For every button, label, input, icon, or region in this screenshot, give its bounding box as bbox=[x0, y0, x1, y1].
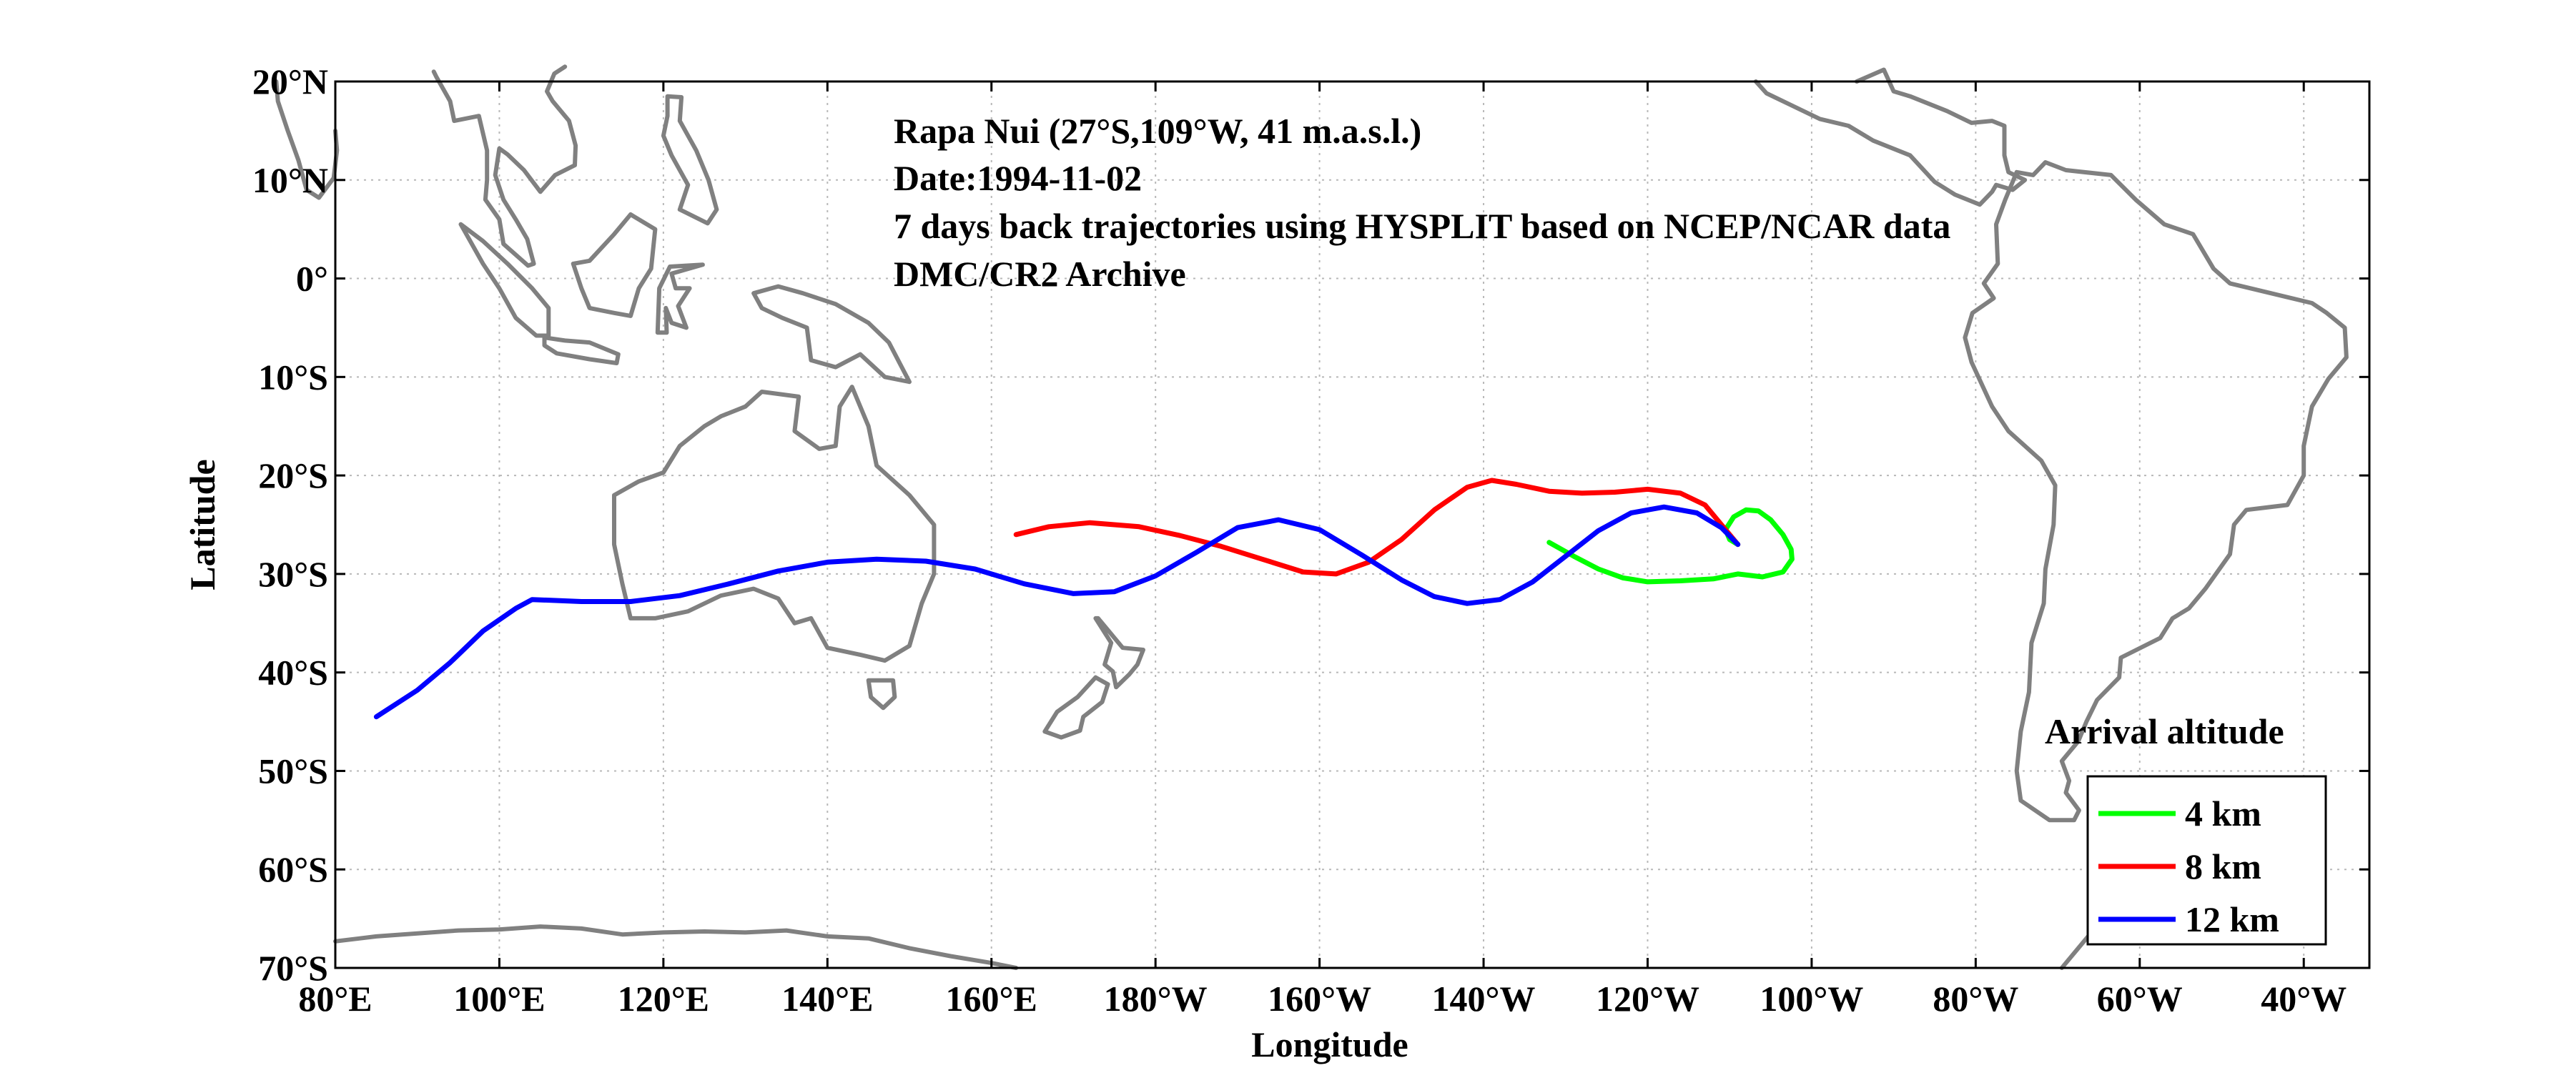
axis-ticks: 80°E 100°E 120°E 140°E 160°E 180°W 160°W 140°W 1… bbox=[252, 61, 2369, 1019]
series-line-3 bbox=[373, 504, 1741, 720]
philippines-coast bbox=[661, 94, 719, 226]
x-tick-label: 180°W bbox=[1104, 979, 1208, 1019]
y-tick-label: 40°S bbox=[258, 653, 328, 693]
x-tick-label: 40°W bbox=[2261, 979, 2346, 1019]
south-america-coast bbox=[1963, 160, 2349, 823]
new-zealand-south-coast bbox=[1042, 675, 1110, 740]
title-line-4: DMC/CR2 Archive bbox=[894, 254, 1186, 294]
title-line-1: Rapa Nui (27°S,109°W, 41 m.a.s.l.) bbox=[894, 111, 1421, 151]
y-tick-label: 70°S bbox=[258, 948, 328, 988]
series-line-2 bbox=[1013, 478, 1741, 577]
y-tick-label: 60°S bbox=[258, 849, 328, 889]
title-block: Rapa Nui (27°S,109°W, 41 m.a.s.l.) Date:… bbox=[894, 111, 1950, 294]
x-tick-label: 160°E bbox=[946, 979, 1037, 1019]
sulawesi-coast bbox=[655, 262, 705, 335]
x-tick-label: 80°E bbox=[298, 979, 372, 1019]
legend-label-2: 8 km bbox=[2185, 846, 2261, 886]
y-tick-label: 10°S bbox=[258, 357, 328, 397]
x-tick-label: 120°E bbox=[618, 979, 709, 1019]
x-tick-label: 140°E bbox=[781, 979, 873, 1019]
borneo-coast bbox=[571, 212, 658, 318]
new-zealand-north-coast bbox=[1093, 615, 1145, 690]
y-axis-label: Latitude bbox=[182, 459, 222, 590]
legend-label-1: 4 km bbox=[2185, 793, 2261, 834]
y-tick-label: 20°N bbox=[252, 61, 328, 102]
new-guinea-coast bbox=[751, 284, 912, 385]
y-tick-label: 50°S bbox=[258, 751, 328, 791]
plot-frame bbox=[334, 80, 2371, 969]
x-tick-label: 100°W bbox=[1760, 979, 1863, 1019]
antarctica-coast bbox=[333, 924, 1019, 970]
title-line-3: 7 days back trajectories using HYSPLIT b… bbox=[894, 206, 1950, 246]
legend: 4 km 8 km 12 km bbox=[2086, 775, 2327, 946]
legend-title: Arrival altitude bbox=[2045, 711, 2284, 751]
java-coast bbox=[542, 335, 621, 365]
coastlines bbox=[274, 64, 2349, 970]
tasmania-coast bbox=[866, 678, 897, 711]
x-tick-label: 140°W bbox=[1432, 979, 1536, 1019]
x-axis-label: Longitude bbox=[1251, 1024, 1408, 1064]
x-tick-label: 60°W bbox=[2097, 979, 2183, 1019]
x-tick-label: 80°W bbox=[1933, 979, 2018, 1019]
y-tick-label: 10°N bbox=[252, 160, 328, 200]
x-tick-label: 160°W bbox=[1268, 979, 1371, 1019]
title-line-2: Date:1994-11-02 bbox=[894, 158, 1142, 198]
y-tick-label: 0° bbox=[296, 259, 328, 299]
y-tick-label: 20°S bbox=[258, 455, 328, 495]
series-line-1 bbox=[1546, 507, 1795, 585]
x-tick-label: 120°W bbox=[1596, 979, 1699, 1019]
y-tick-label: 30°S bbox=[258, 554, 328, 594]
sumatra-coast bbox=[458, 222, 551, 338]
indochina-coast bbox=[431, 64, 578, 268]
x-tick-label: 100°E bbox=[453, 979, 545, 1019]
trajectory-series bbox=[373, 478, 1795, 720]
legend-box bbox=[2086, 775, 2327, 946]
legend-label-3: 12 km bbox=[2185, 899, 2279, 939]
australia-coast bbox=[612, 385, 937, 663]
north-america-coast bbox=[1753, 67, 2028, 207]
